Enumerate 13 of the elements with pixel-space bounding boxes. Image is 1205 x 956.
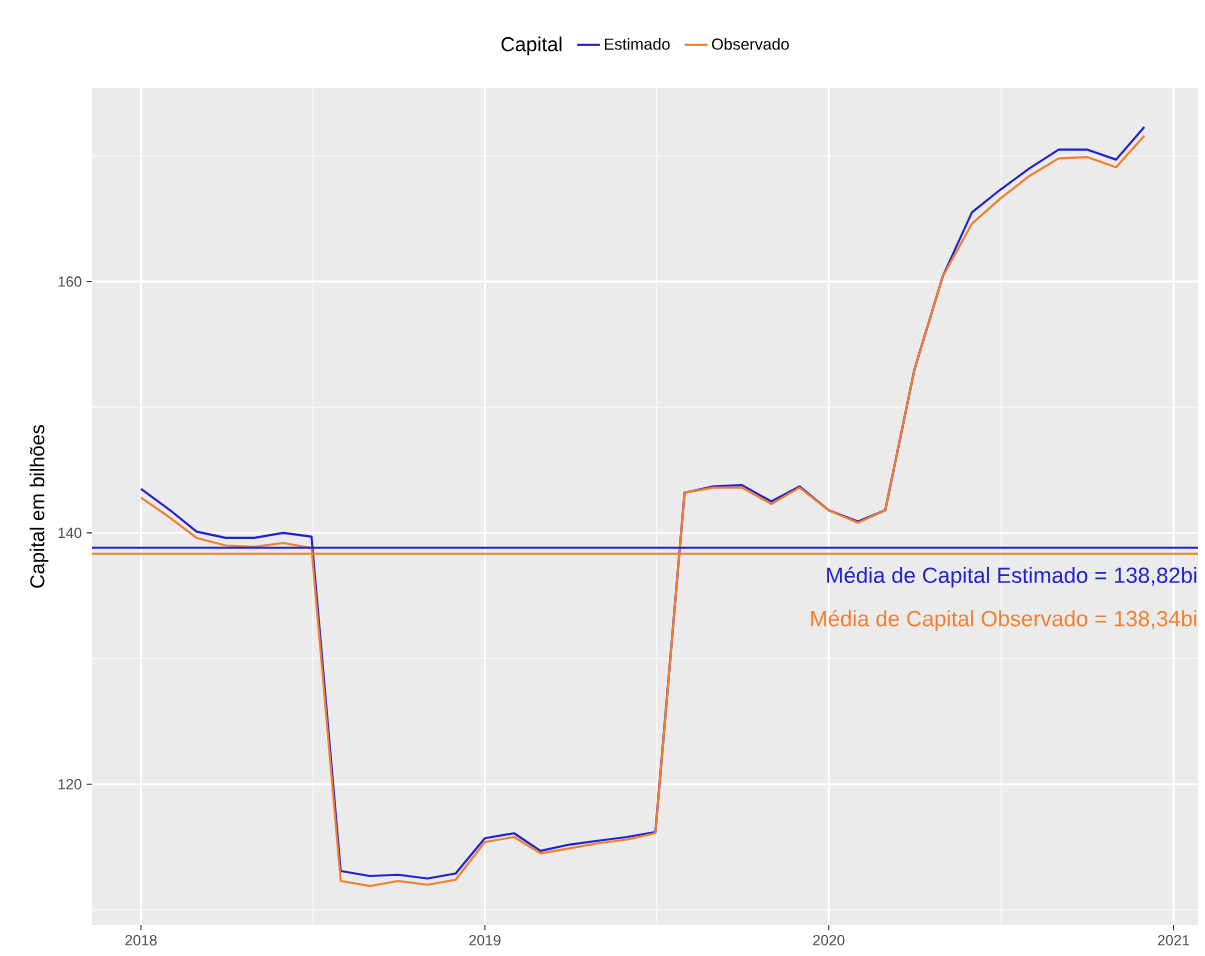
y-tick-label: 120	[58, 779, 82, 790]
x-tick-label: 2020	[813, 935, 845, 946]
ref-line-label: Média de Capital Observado = 138,34bi	[811, 610, 1197, 631]
y-axis-title: Capital em bilhões	[29, 425, 49, 588]
legend-title: Capital	[501, 36, 562, 56]
x-tick-label: 2019	[469, 935, 501, 946]
x-tick-label: 2018	[125, 935, 157, 946]
legend-label: Observado	[712, 38, 789, 50]
y-tick-label: 140	[58, 527, 82, 539]
x-tick-label: 2021	[1157, 935, 1190, 946]
legend-label: Estimado	[604, 38, 670, 50]
y-tick-label: 160	[58, 276, 82, 287]
ref-line-label: Média de Capital Estimado = 138,82bi	[827, 566, 1197, 588]
